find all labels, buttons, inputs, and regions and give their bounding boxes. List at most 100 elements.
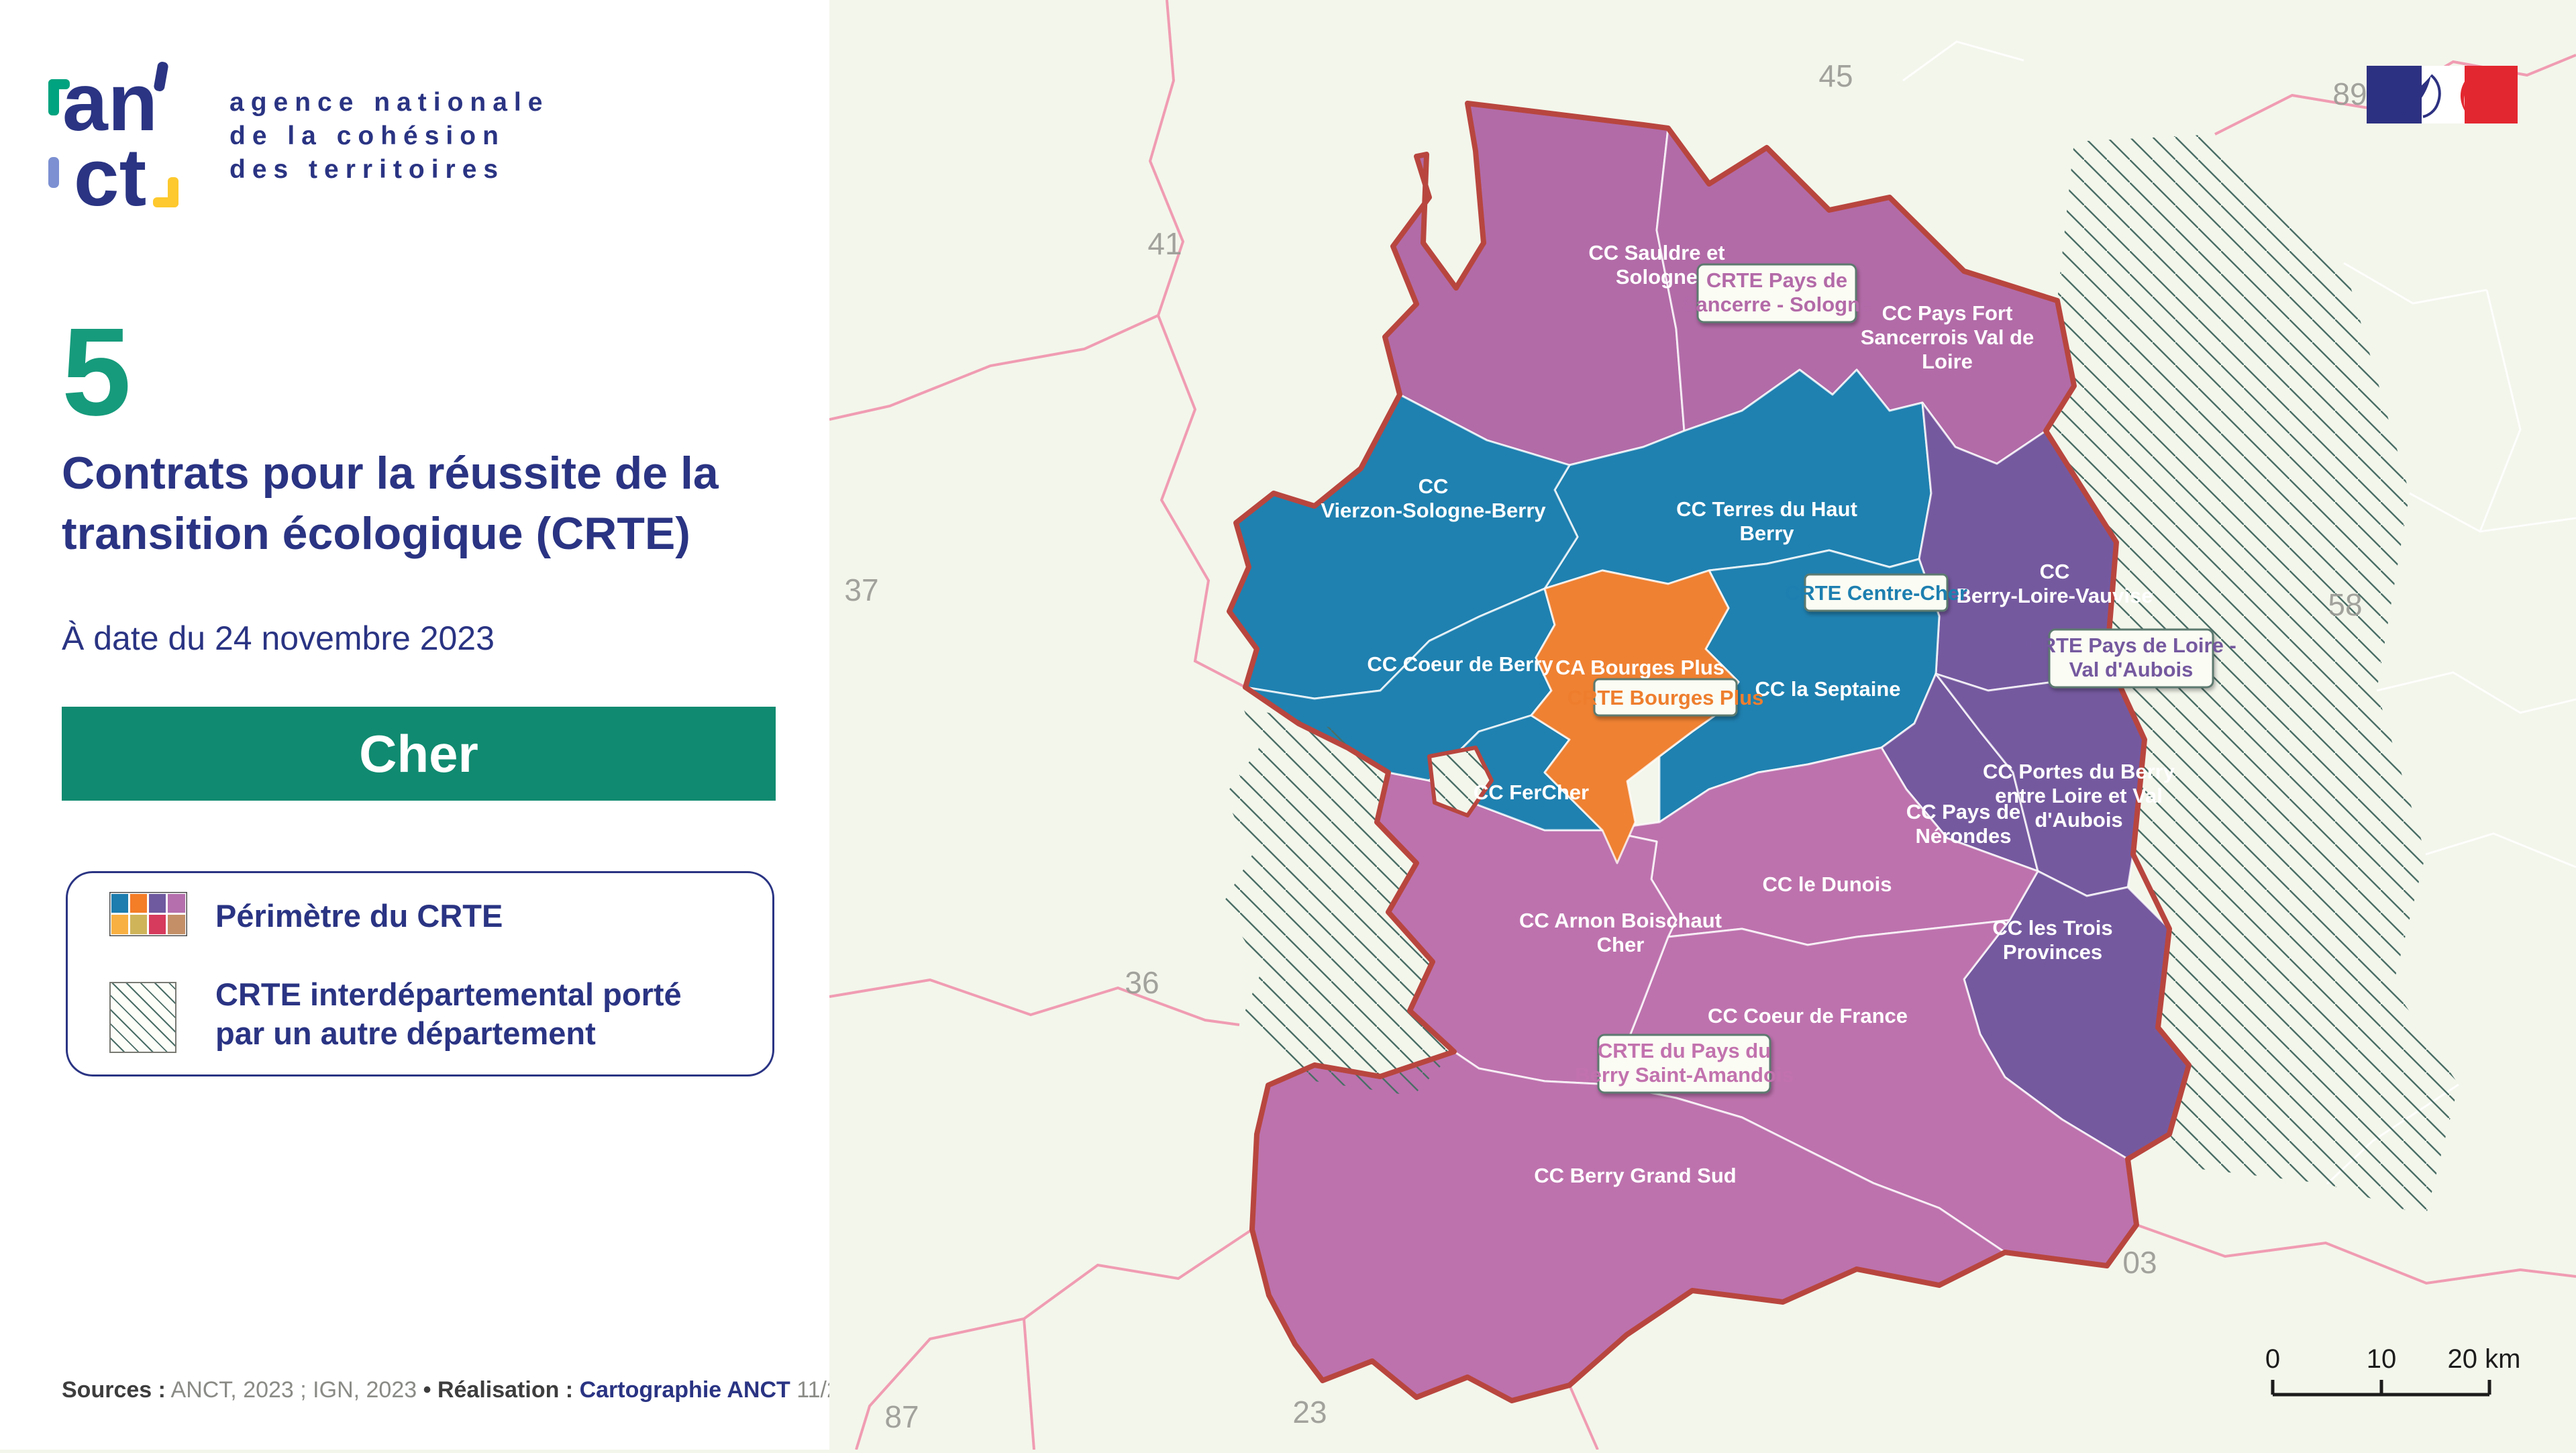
hatch-area-west xyxy=(1223,707,1454,1096)
anct-logo: an ct xyxy=(48,56,178,215)
scale-label-0: 0 xyxy=(2265,1344,2280,1374)
crte-box-centre-cher: CRTE Centre-Cher xyxy=(1785,573,1967,612)
cher-crte-map: 45 41 89 37 58 36 03 23 87 CC Sauldre et… xyxy=(829,0,2576,1450)
marianne-profile xyxy=(2460,78,2473,113)
palette-cell xyxy=(149,915,166,934)
epci-labels: CC Sauldre et Sologne CC Pays Fort Sancerr… xyxy=(1321,241,2175,1187)
sources-bullet: • xyxy=(423,1377,437,1403)
label-cc-pays-fort: CC Pays Fort Sancerrois Val de Loire xyxy=(1861,301,2034,373)
label-cc-coeur-de-berry: CC Coeur de Berry xyxy=(1367,652,1553,676)
label-cc-le-dunois: CC le Dunois xyxy=(1763,872,1892,896)
department-name: Cher xyxy=(359,723,478,783)
logo-corner-periwinkle xyxy=(48,157,59,188)
label-cc-terres: CC Terres du Haut Berry xyxy=(1676,497,1857,545)
crte-label-boxes: CRTE Pays de Sancerre - Sologne CRTE Cent… xyxy=(1567,263,2236,1094)
agency-name-line2: de la cohésion xyxy=(229,121,505,150)
legend-item2-line2: par un autre département xyxy=(215,1015,596,1051)
page-title: Contrats pour la réussite de la transiti… xyxy=(62,443,800,564)
dept-number-87: 87 xyxy=(884,1399,919,1434)
scale-bar: 0 10 20 km xyxy=(2265,1344,2521,1397)
palette-cell xyxy=(111,894,128,913)
crte-box-bg xyxy=(1597,1034,1771,1094)
palette-cell xyxy=(111,915,128,934)
hatch-swatch xyxy=(109,982,176,1053)
label-cc-fercher: CC FerCher xyxy=(1474,781,1589,804)
dept-number-89: 89 xyxy=(2332,77,2367,111)
palette-cell xyxy=(130,915,147,934)
scale-bar-lines xyxy=(2271,1380,2491,1397)
label-cc-portes-du-berry: CC Portes du Berry entre Loire et Val d'Au… xyxy=(1983,760,2175,832)
hatch-area-east xyxy=(2046,134,2459,1217)
crte-box-sancerre-sologne: CRTE Pays de Sancerre - Sologne xyxy=(1682,263,1871,323)
label-cc-trois-provinces: CC les Trois Provinces xyxy=(1992,916,2112,964)
crte-box-berry-saint-amandois: CRTE du Pays du Berry Saint-Amandois xyxy=(1575,1034,1794,1094)
crte-box-bourges-plus: CRTE Bourges Plus xyxy=(1567,678,1764,717)
label-cc-berry-loire-vauvise: CC Berry-Loire-Vauvise xyxy=(1957,560,2153,607)
legend-item2-line1: CRTE interdépartemental porté xyxy=(215,976,682,1012)
scale-label-10: 10 xyxy=(2367,1344,2397,1374)
sources-label: Sources : xyxy=(62,1377,166,1403)
department-border-line xyxy=(1023,1318,1035,1450)
flag-red-band xyxy=(2465,66,2518,123)
commune-border xyxy=(2479,289,2522,532)
label-cc-coeur-de-france: CC Coeur de France xyxy=(1708,1004,1908,1028)
enclave-hatch xyxy=(1427,746,1494,817)
commune-border xyxy=(2343,262,2487,305)
cher-department-outline xyxy=(1227,101,2192,1403)
crte-box-text: CRTE Centre-Cher xyxy=(1785,581,1967,605)
commune-border xyxy=(2376,671,2576,714)
commune-border xyxy=(2425,832,2576,868)
map-area: 45 41 89 37 58 36 03 23 87 CC Sauldre et… xyxy=(829,0,2576,1450)
dept-number-23: 23 xyxy=(1292,1395,1327,1430)
label-cc-la-septaine: CC la Septaine xyxy=(1755,677,1900,701)
marianne-hair xyxy=(2402,75,2431,115)
palette-cell xyxy=(168,915,185,934)
legend-item-perimetre: Périmètre du CRTE xyxy=(215,897,503,934)
dept-number-41: 41 xyxy=(1147,226,1182,261)
commune-border xyxy=(2409,492,2576,533)
logo-corner-yellow-2 xyxy=(168,177,178,207)
page-title-line2: transition écologique (CRTE) xyxy=(62,508,690,559)
label-cc-vierzon: CC Vierzon-Sologne-Berry xyxy=(1321,474,1546,522)
date-subtitle: À date du 24 novembre 2023 xyxy=(62,619,495,657)
region-ca-bourges-plus xyxy=(1530,569,1740,864)
department-border-line xyxy=(1157,315,1246,689)
crte-box-text: CRTE du Pays du Berry Saint-Amandois xyxy=(1575,1039,1794,1087)
crte-box-text: CRTE Pays de Loire -Val d'Aubois xyxy=(2026,634,2236,681)
crte-box-bg xyxy=(1804,573,1949,612)
logo-text-an: an xyxy=(62,56,158,148)
label-cc-arnon: CC Arnon Boischaut Cher xyxy=(1519,909,1722,956)
marianne-face-line xyxy=(2422,74,2441,118)
dept-number-58: 58 xyxy=(2328,587,2362,622)
commune-border xyxy=(1902,40,2024,82)
realisation-label: Réalisation : xyxy=(437,1377,574,1403)
palette-cell xyxy=(130,894,147,913)
palette-cell xyxy=(168,894,185,913)
crte-box-loire-val-aubois: CRTE Pays de Loire -Val d'Aubois xyxy=(2026,628,2236,689)
label-ca-bourges-plus: CA Bourges Plus xyxy=(1555,656,1724,679)
department-banner: Cher xyxy=(62,707,776,801)
region-cc-portes-du-berry xyxy=(1935,656,2146,897)
info-panel: an ct agence nationale de la cohésion de… xyxy=(0,0,878,1450)
label-cc-nerondes: CC Pays de Nérondes xyxy=(1906,800,2021,848)
label-cc-sauldre: CC Sauldre et Sologne xyxy=(1588,241,1724,289)
department-numbers: 45 41 89 37 58 36 03 23 87 xyxy=(844,58,2367,1434)
label-cc-berry-grand-sud: CC Berry Grand Sud xyxy=(1534,1164,1736,1187)
scale-label-20: 20 km xyxy=(2448,1344,2521,1374)
palette-cell xyxy=(149,894,166,913)
crte-box-bg xyxy=(1593,678,1738,717)
logo-text-ct: ct xyxy=(74,132,146,215)
sources-line: Sources : ANCT, 2023 ; IGN, 2023 • Réali… xyxy=(62,1377,878,1403)
logo-corner-green-2 xyxy=(48,79,70,89)
dept-number-36: 36 xyxy=(1125,965,1159,1000)
legend-item-interdepartemental: CRTE interdépartemental porté par un aut… xyxy=(215,975,682,1053)
sources-value: ANCT, 2023 ; IGN, 2023 xyxy=(165,1377,423,1403)
interdepartmental-hatch-areas xyxy=(1223,134,2459,1217)
crte-box-text: CRTE Bourges Plus xyxy=(1567,686,1764,709)
legend-box: Périmètre du CRTE CRTE interdépartementa… xyxy=(66,871,774,1076)
department-border-line xyxy=(829,978,1240,1026)
crte-count: 5 xyxy=(62,303,132,442)
dept-number-37: 37 xyxy=(844,572,878,607)
dept-number-03: 03 xyxy=(2122,1245,2157,1280)
logo-corner-navy xyxy=(154,62,168,91)
